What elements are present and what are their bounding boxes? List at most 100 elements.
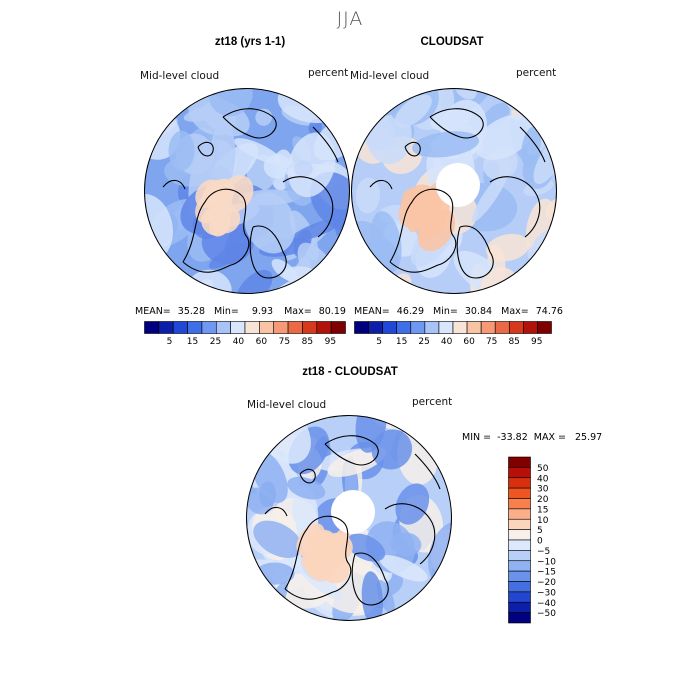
- panel3-stats: MIN = -33.82 MAX = 25.97: [462, 432, 602, 443]
- panel3-max-value: 25.97: [575, 432, 603, 443]
- panel2-colorbar-swatch-9: [480, 321, 496, 334]
- panel2-colorbar-swatch-7: [452, 321, 468, 334]
- panel2-colorbar-swatch-11: [508, 321, 524, 334]
- panel2-colorbar-ticks: 5 15 25 40 60 75 85 95: [354, 337, 552, 349]
- panel3-coastline-5: [414, 453, 441, 490]
- panel3-colorbar-swatch-15: [508, 612, 531, 624]
- panel1-colorbar-swatch-3: [187, 321, 203, 334]
- panel3-colorbar-swatch-1: [508, 467, 531, 479]
- panel1-mean-label: MEAN=: [135, 306, 171, 317]
- panel2-mean-value: 46.29: [396, 306, 424, 317]
- panel1-coastline-2: [282, 176, 334, 238]
- panel2-max-label: Max=: [501, 306, 529, 317]
- panel1-colorbar-swatch-4: [201, 321, 217, 334]
- panel2-colorbar-tick-1: 15: [395, 337, 408, 347]
- panel3-polar-map: [246, 415, 452, 621]
- panel2-colorbar-tick-5: 75: [485, 337, 498, 347]
- panel1-title: zt18 (yrs 1-1): [214, 36, 286, 48]
- panel3-coastline-4: [299, 468, 316, 484]
- panel3-colorbar-swatch-0: [508, 456, 531, 468]
- panel3-min-value: -33.82: [497, 432, 528, 443]
- panel2-coastline-5: [519, 126, 546, 163]
- panel2-colorbar-tick-2: 25: [418, 337, 430, 347]
- panel3-colorbar-tick-4: 15: [537, 505, 548, 515]
- panel1-colorbar-swatch-10: [287, 321, 303, 334]
- panel1-colorbar-swatch-11: [302, 321, 318, 334]
- panel3-colorbar-tick-0: 50: [537, 464, 549, 474]
- panel1-colorbar-swatch-13: [330, 321, 346, 334]
- panel1-colorbar-tick-5: 75: [278, 337, 291, 347]
- panel2-polar-map: [351, 88, 557, 294]
- panel2-colorbar-swatch-10: [494, 321, 510, 334]
- panel1-colorbar-tick-2: 25: [209, 337, 222, 347]
- panel3-colorbar-swatch-4: [508, 498, 531, 510]
- panel3-colorbar-tick-10: −15: [537, 568, 556, 578]
- panel1-polar-map: [144, 88, 350, 294]
- panel1-colorbar-swatch-9: [273, 321, 289, 334]
- panel3-colorbar-tick-1: 40: [537, 474, 549, 484]
- panel3-colorbar-swatch-9: [508, 550, 531, 562]
- panel1-coastline-5: [312, 126, 339, 163]
- panel3-coastline-0: [284, 515, 352, 600]
- panel1-max-value: 80.19: [318, 306, 346, 317]
- panel3-colorbar-tick-3: 20: [537, 495, 549, 505]
- panel3-colorbar-tick-2: 30: [537, 485, 549, 495]
- panel1-coastline-4: [197, 141, 214, 157]
- panel3-coastline-6: [264, 506, 288, 517]
- panel3-coastlines: [264, 435, 441, 606]
- panel2-colorbar-swatch-0: [354, 321, 369, 334]
- panel2-colorbar-swatch-5: [424, 321, 440, 334]
- panel3-colorbar-tick-12: −30: [537, 588, 556, 598]
- panel3-map-frame: [246, 415, 452, 621]
- panel2-colorbar-tick-6: 85: [508, 337, 520, 347]
- panel3-colorbar-swatch-3: [508, 487, 531, 499]
- panel3-colorbar-tick-14: −50: [537, 609, 556, 619]
- panel2-coastline-4: [404, 141, 421, 157]
- panel3-colorbar-swatch-14: [508, 601, 531, 613]
- panel3-title: zt18 - CLOUDSAT: [302, 366, 398, 378]
- panel1-colorbar: [144, 321, 346, 334]
- panel3-colorbar-swatch-11: [508, 570, 531, 582]
- panel1-colorbar-swatch-6: [230, 321, 246, 334]
- panel2-coastline-6: [369, 179, 393, 190]
- panel2-colorbar-swatch-12: [523, 321, 538, 334]
- panel1-colorbar-swatch-1: [158, 321, 174, 334]
- panel3-min-label: MIN =: [462, 432, 492, 443]
- panel2-stats: MEAN= 46.29 Min= 30.84 Max= 74.76: [354, 306, 563, 317]
- panel1-colorbar-swatch-8: [259, 321, 275, 334]
- panel3-colorbar-tick-6: 5: [537, 526, 543, 536]
- panel1-colorbar-swatch-12: [316, 321, 332, 334]
- panel1-max-label: Max=: [284, 306, 312, 317]
- panel1-colorbar-tick-4: 60: [255, 337, 268, 347]
- panel3-colorbar-tick-8: −5: [537, 547, 550, 557]
- panel1-min-value: 9.93: [251, 306, 274, 317]
- panel2-mean-label: MEAN=: [354, 306, 390, 317]
- panel2-colorbar-tick-7: 95: [530, 337, 543, 347]
- panel1-coastline-0: [182, 188, 250, 273]
- panel3-colorbar-swatch-7: [508, 529, 531, 541]
- panel2-colorbar: [354, 321, 552, 334]
- panel3-colorbar-tick-13: −40: [537, 599, 556, 609]
- panel2-colorbar-tick-0: 5: [376, 337, 382, 347]
- panel3-colorbar-tick-11: −20: [537, 578, 556, 588]
- panel2-colorbar-swatch-6: [438, 321, 454, 334]
- panel1-colorbar-ticks: 5 15 25 40 60 75 85 95: [144, 337, 346, 349]
- panel2-map-frame: [351, 88, 557, 294]
- panel3-coastline-1: [351, 552, 389, 606]
- panel3-colorbar-swatch-10: [508, 560, 531, 572]
- panel3-units-label: percent: [412, 396, 453, 408]
- panel2-colorbar-swatch-13: [537, 321, 552, 334]
- panel2-colorbar-swatch-2: [382, 321, 398, 334]
- panel2-min-value: 30.84: [464, 306, 493, 317]
- panel1-colorbar-swatch-0: [144, 321, 160, 334]
- panel2-max-value: 74.76: [535, 306, 563, 317]
- panel3-coastline-2: [384, 503, 436, 565]
- panel2-colorbar-tick-3: 40: [440, 337, 453, 347]
- panel2-coastline-2: [489, 176, 541, 238]
- panel2-coastline-3: [429, 108, 484, 139]
- panel3-colorbar-swatch-6: [508, 518, 531, 530]
- panel1-coastline-1: [249, 225, 287, 279]
- panel1-variable-label: Mid-level cloud: [140, 70, 220, 82]
- panel2-variable-label: Mid-level cloud: [350, 70, 430, 82]
- panel3-colorbar-swatch-12: [508, 581, 531, 593]
